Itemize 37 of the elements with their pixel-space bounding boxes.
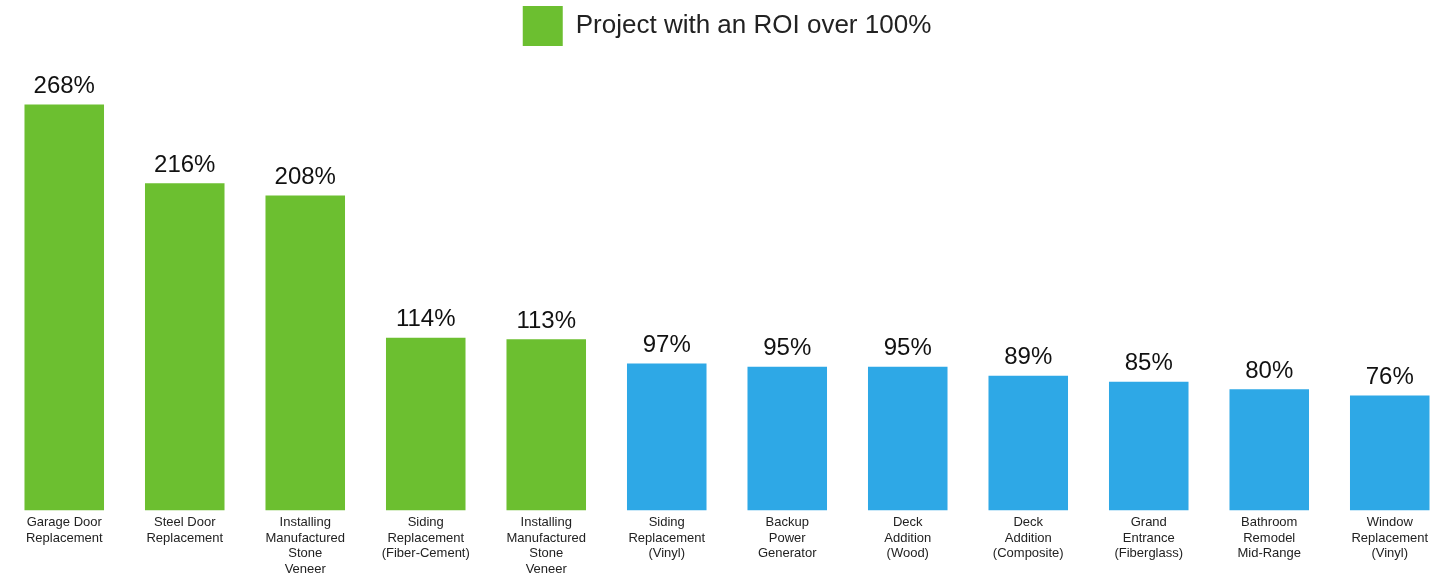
- x-tick-label: Window Replacement (Vinyl): [1351, 513, 1429, 561]
- data-label: 89%: [1004, 342, 1053, 370]
- x-tick-label: Siding Replacement (Fiber-Cement): [381, 513, 470, 561]
- x-tick-label: Siding Replacement (Vinyl): [628, 513, 706, 561]
- bar: [1229, 389, 1310, 511]
- data-label: 113%: [516, 305, 577, 333]
- data-label: 208%: [274, 162, 336, 190]
- bar: [144, 183, 225, 511]
- bar: [747, 366, 828, 511]
- data-label: 95%: [763, 333, 812, 361]
- bar: [867, 366, 948, 511]
- x-tick-label: Garage Door Replacement: [25, 513, 103, 545]
- data-label: 268%: [33, 71, 95, 99]
- bar: [988, 375, 1069, 511]
- data-label: 216%: [154, 149, 216, 177]
- x-tick-label: Installing Manufactured Stone Veneer: [506, 513, 586, 576]
- x-tick-label: Bathroom Remodel Mid-Range: [1237, 513, 1302, 561]
- bar: [385, 337, 466, 511]
- bar: [1349, 395, 1430, 511]
- legend-label: Project with an ROI over 100%: [575, 9, 932, 40]
- bar: [265, 195, 346, 511]
- x-tick-label: Installing Manufactured Stone Veneer: [265, 513, 345, 576]
- bar: [626, 363, 707, 511]
- data-label: 76%: [1365, 362, 1414, 390]
- x-tick-label: Deck Addition (Wood): [884, 513, 932, 561]
- x-tick-label: Backup Power Generator: [757, 513, 818, 561]
- data-label: 85%: [1124, 348, 1173, 376]
- data-label: 80%: [1245, 356, 1294, 383]
- data-label: 114%: [395, 304, 456, 332]
- data-label: 95%: [883, 333, 932, 361]
- data-label: 97%: [642, 330, 691, 358]
- x-tick-label: Steel Door Replacement: [146, 513, 224, 545]
- bar: [1108, 381, 1189, 511]
- x-tick-label: Grand Entrance (Fiberglass): [1114, 513, 1184, 561]
- x-tick-label: Deck Addition (Composite): [992, 513, 1064, 561]
- bar: [506, 339, 587, 511]
- bar: [24, 104, 105, 511]
